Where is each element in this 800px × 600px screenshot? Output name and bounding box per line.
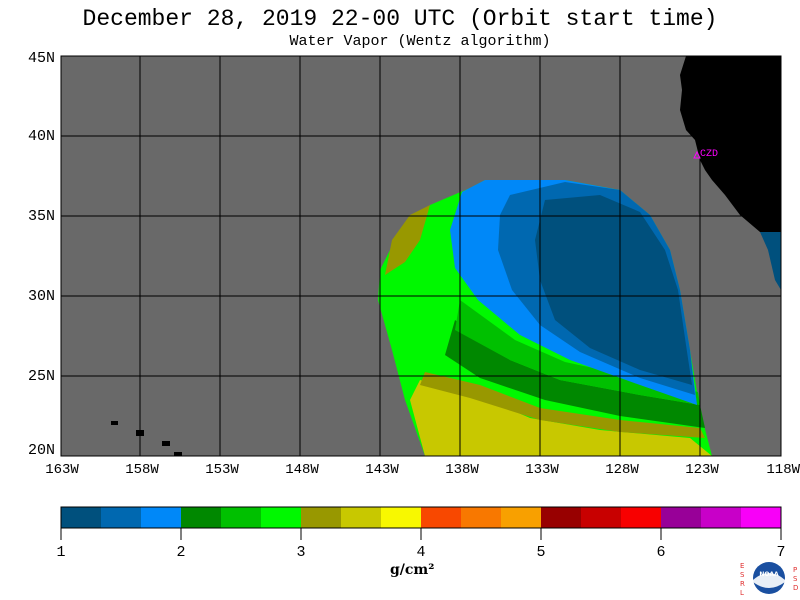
lon-label: 128W — [605, 462, 639, 478]
lat-label: 30N — [27, 288, 55, 305]
colorbar-tick-label: 2 — [176, 544, 186, 561]
swath — [378, 180, 712, 456]
station-label: CZD — [700, 149, 718, 160]
lon-label: 158W — [125, 462, 159, 478]
colorbar-tick-label: 7 — [776, 544, 786, 561]
logo-left-letter: R — [740, 580, 745, 588]
map-subtitle: Water Vapor (Wentz algorithm) — [289, 33, 551, 50]
colorbar-tick-label: 5 — [536, 544, 546, 561]
swath-dark-green-band — [445, 320, 705, 428]
lon-label: 118W — [766, 462, 800, 478]
lon-label: 153W — [205, 462, 239, 478]
lon-label: 148W — [285, 462, 319, 478]
island-3 — [162, 441, 170, 446]
logo-left-letter: L — [740, 589, 744, 597]
noaa-esrl-psd-logo: NOAA E S R L P S D — [740, 562, 798, 597]
colorbar-tick-label: 4 — [416, 544, 426, 561]
colorbar-tick-label: 3 — [296, 544, 306, 561]
lat-label: 20N — [27, 442, 55, 459]
logo-center-text: NOAA — [759, 571, 779, 578]
lat-label: 35N — [27, 208, 55, 225]
lat-label: 25N — [27, 368, 55, 385]
colorbar-tick-label: 6 — [656, 544, 666, 561]
colorbar-unit: g/cm² — [390, 562, 435, 578]
colorbar-tick-label: 1 — [56, 544, 66, 561]
logo-right-letter: D — [793, 584, 798, 592]
lon-label: 123W — [685, 462, 719, 478]
lon-label: 163W — [45, 462, 79, 478]
island-1 — [111, 421, 118, 425]
coast-strip — [760, 232, 781, 290]
logo-right-letter: P — [793, 566, 797, 574]
logo-left-letter: S — [740, 571, 745, 579]
swath-olive-band — [420, 372, 705, 438]
swath-dark-blue-zone — [535, 195, 692, 385]
swath-olive-edge — [385, 205, 430, 275]
logo-right-letter: S — [793, 575, 798, 583]
logo-left-letter: E — [740, 562, 744, 570]
lat-label: 40N — [27, 128, 55, 145]
north-america-coast — [680, 56, 781, 232]
lon-label: 143W — [365, 462, 399, 478]
island-4 — [174, 452, 182, 456]
lon-label: 138W — [445, 462, 479, 478]
map-title: December 28, 2019 22-00 UTC (Orbit start… — [82, 6, 718, 32]
station-marker: CZD — [693, 149, 718, 160]
grid — [60, 55, 782, 457]
lat-label: 45N — [27, 50, 55, 67]
lon-label: 133W — [525, 462, 559, 478]
